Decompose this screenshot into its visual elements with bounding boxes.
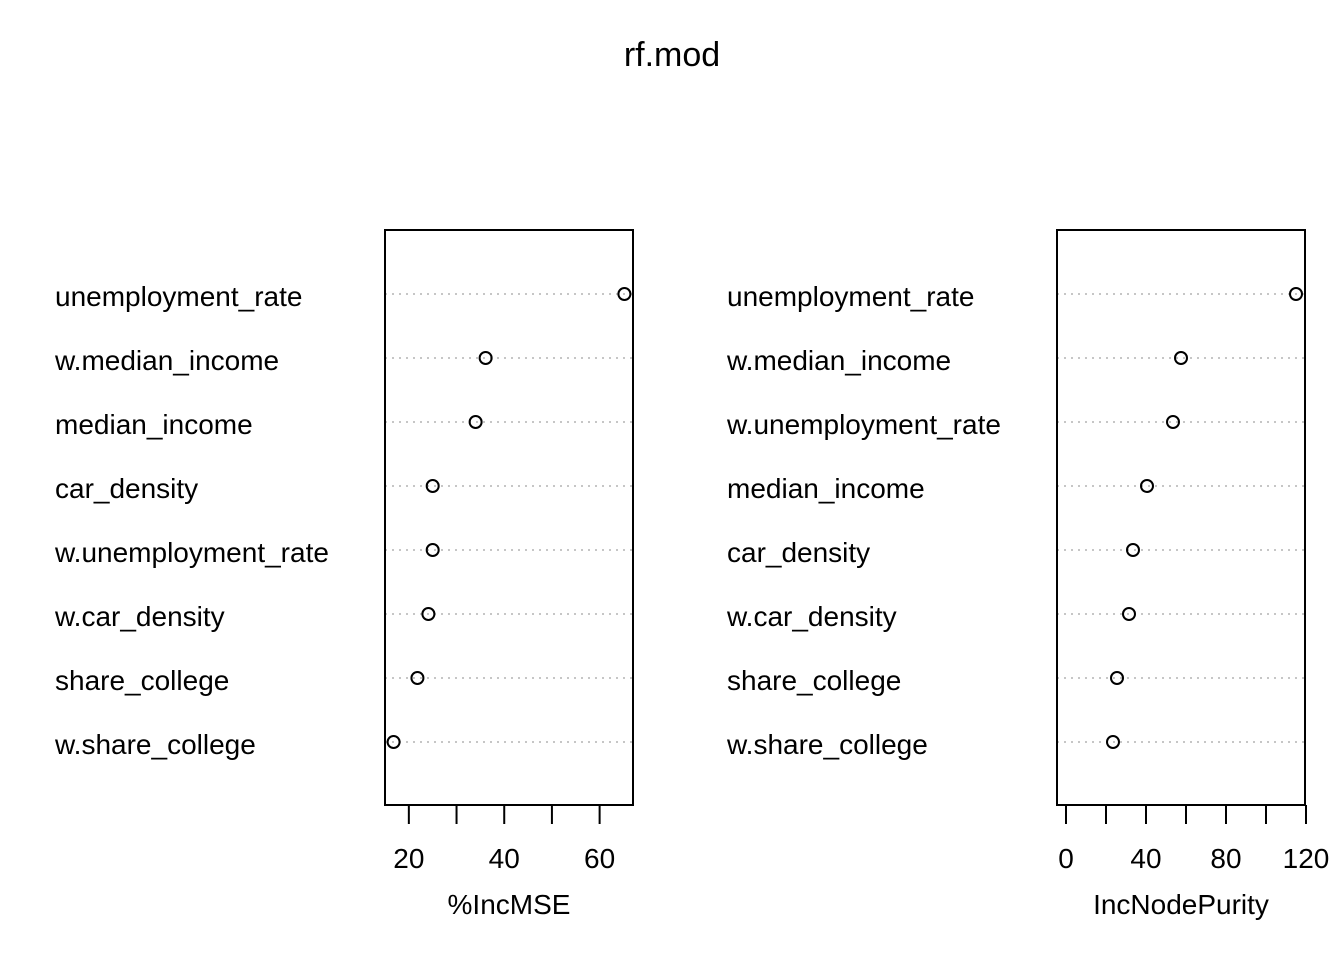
data-point bbox=[617, 287, 632, 301]
x-tick-label: 20 bbox=[393, 843, 424, 874]
data-point bbox=[425, 543, 440, 557]
category-label: w.median_income bbox=[54, 345, 279, 376]
data-point bbox=[1110, 671, 1124, 685]
category-label: unemployment_rate bbox=[727, 281, 974, 312]
data-point bbox=[1140, 479, 1154, 493]
category-label: share_college bbox=[55, 665, 229, 696]
category-label: w.car_density bbox=[726, 601, 897, 632]
category-label: car_density bbox=[727, 537, 870, 568]
x-tick-label: 0 bbox=[1058, 843, 1074, 874]
data-point bbox=[468, 415, 483, 429]
category-label: median_income bbox=[55, 409, 253, 440]
data-point bbox=[1106, 735, 1120, 749]
x-axis-label: IncNodePurity bbox=[1093, 889, 1269, 920]
category-label: unemployment_rate bbox=[55, 281, 302, 312]
data-point bbox=[1166, 415, 1180, 429]
data-point bbox=[478, 351, 493, 365]
category-label: car_density bbox=[55, 473, 198, 504]
data-point bbox=[410, 671, 425, 685]
x-axis-label: %IncMSE bbox=[448, 889, 571, 920]
data-point bbox=[1174, 351, 1188, 365]
category-label: w.car_density bbox=[54, 601, 225, 632]
x-tick-label: 40 bbox=[489, 843, 520, 874]
data-point bbox=[1289, 287, 1303, 301]
chart-title: rf.mod bbox=[623, 36, 721, 74]
category-label: share_college bbox=[727, 665, 901, 696]
x-tick-label: 40 bbox=[1130, 843, 1161, 874]
x-tick-label: 120 bbox=[1283, 843, 1330, 874]
data-point bbox=[421, 607, 436, 621]
data-point bbox=[1126, 543, 1140, 557]
data-point bbox=[1122, 607, 1136, 621]
x-tick-label: 80 bbox=[1210, 843, 1241, 874]
category-label: w.median_income bbox=[726, 345, 951, 376]
data-point bbox=[425, 479, 440, 493]
plot-frame bbox=[1056, 229, 1306, 806]
category-label: w.share_college bbox=[54, 729, 256, 760]
data-point bbox=[386, 735, 401, 749]
category-label: w.unemployment_rate bbox=[726, 409, 1001, 440]
category-label: w.share_college bbox=[726, 729, 928, 760]
category-label: median_income bbox=[727, 473, 925, 504]
category-label: w.unemployment_rate bbox=[54, 537, 329, 568]
x-tick-label: 60 bbox=[584, 843, 615, 874]
plot-frame bbox=[384, 229, 634, 806]
